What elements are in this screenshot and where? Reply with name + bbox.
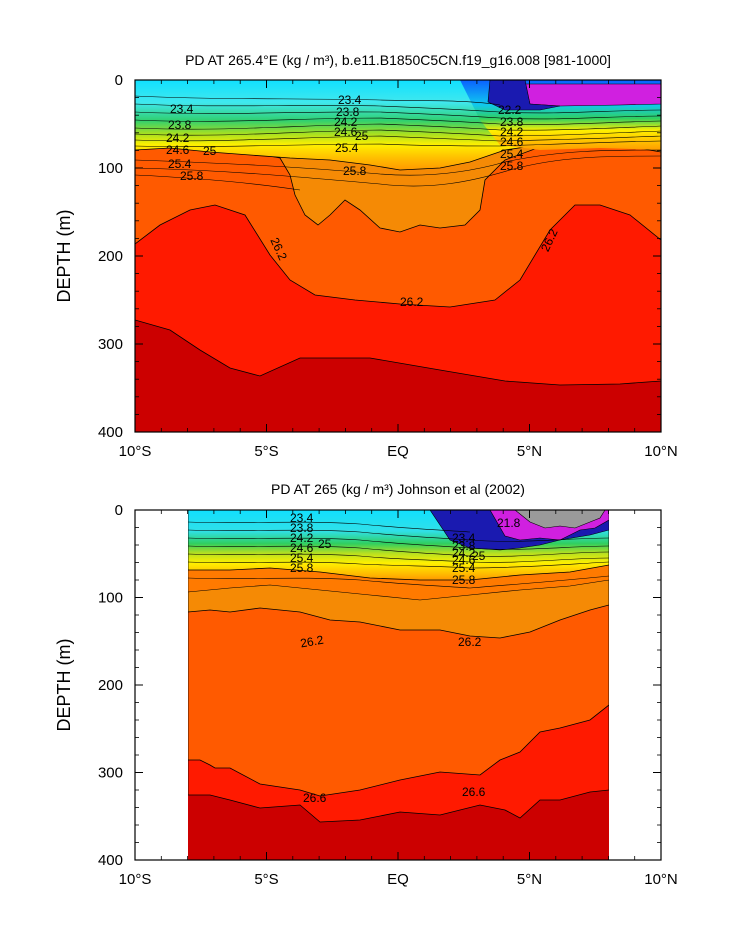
clabel: 24.2 [500, 125, 524, 139]
x-tick-label: 10°S [119, 443, 152, 460]
x-tick-label: 10°S [119, 871, 152, 888]
band-magenta [524, 83, 661, 107]
y-tick-label: 200 [98, 677, 123, 694]
clabel: 26.2 [458, 635, 482, 649]
x-tick-label: EQ [387, 871, 409, 888]
clabel: 24.6 [334, 125, 358, 139]
clabel: 24.6 [290, 541, 314, 555]
y-tick-label: 100 [98, 590, 123, 607]
clabel: 23.8 [290, 521, 314, 535]
chart-1-contour-labels: 23.4 23.8 24.2 24.6 25 25.4 25.8 26.2 22… [166, 93, 561, 309]
y-tick-label: 0 [115, 502, 123, 519]
clabel: 23.8 [500, 115, 524, 129]
x-tick-label: 5°N [517, 443, 542, 460]
clabel: 25 [355, 129, 369, 143]
y-tick-label: 300 [98, 765, 123, 782]
chart-1-axes: 10°S 5°S EQ 5°N 10°N 0 100 200 300 400 [98, 72, 678, 460]
clabel: 25.4 [452, 561, 476, 575]
chart-2-axes: 10°S 5°S EQ 5°N 10°N 0 100 200 300 400 [98, 502, 678, 888]
x-tick-label: 5°N [517, 871, 542, 888]
chart-1-title: PD AT 265.4°E (kg / m³), b.e11.B1850C5CN… [185, 52, 611, 68]
panel-1: PD AT 265.4°E (kg / m³), b.e11.B1850C5CN… [54, 52, 678, 460]
clabel: 26.6 [462, 785, 486, 799]
surface-contour-lines [135, 95, 661, 191]
chart-1-contour-field [135, 80, 661, 432]
clabel: 24.6 [452, 553, 476, 567]
clabel: 25.4 [290, 551, 314, 565]
y-tick-label: 400 [98, 852, 123, 869]
chart-2-title: PD AT 265 (kg / m³) Johnson et al (2002) [271, 481, 525, 497]
clabel: 25.4 [168, 157, 192, 171]
clabel: 25 [472, 549, 486, 563]
band-gray-p2 [514, 510, 606, 529]
x-tick-label: 5°S [254, 443, 278, 460]
clabel: 22.2 [498, 103, 522, 117]
clabel: 23.4 [290, 511, 314, 525]
clabel: 26.2 [299, 633, 325, 651]
clabel: 25.8 [500, 159, 524, 173]
y-tick-label: 0 [115, 72, 123, 89]
clabel: 23.8 [336, 105, 360, 119]
clabel: 24.2 [166, 131, 190, 145]
clabel: 25.8 [343, 164, 367, 178]
clabel: 25.8 [290, 561, 314, 575]
band-navy [487, 80, 561, 111]
clabel: 26.6 [303, 791, 327, 805]
y-tick-label: 300 [98, 336, 123, 353]
clabel: 23.8 [168, 118, 192, 132]
y-tick-label: 100 [98, 160, 123, 177]
clabel: 25.4 [500, 147, 524, 161]
clabel: 23.4 [170, 102, 194, 116]
clabel: 23.8 [452, 539, 476, 553]
clabel: 24.2 [290, 531, 314, 545]
chart-2-y-axis-label: DEPTH (m) [54, 639, 74, 732]
panel-2: PD AT 265 (kg / m³) Johnson et al (2002) [54, 481, 678, 888]
x-tick-label: 10°N [644, 443, 678, 460]
clabel: 25 [203, 144, 217, 158]
clabel: 25.8 [452, 573, 476, 587]
clabel: 23.4 [338, 93, 362, 107]
chart-1-y-axis-label: DEPTH (m) [54, 210, 74, 303]
chart-2-contour-field [188, 510, 609, 860]
y-tick-label: 200 [98, 248, 123, 265]
clabel: 24.6 [166, 143, 190, 157]
clabel: 25.8 [180, 169, 204, 183]
clabel: 25 [318, 537, 332, 551]
x-tick-label: EQ [387, 443, 409, 460]
x-tick-label: 10°N [644, 871, 678, 888]
clabel: 25.4 [335, 141, 359, 155]
y-tick-label: 400 [98, 424, 123, 441]
clabel: 26.2 [400, 295, 424, 309]
clabel: 24.2 [334, 115, 358, 129]
chart-2-contour-labels: 23.4 23.8 24.2 24.6 25 25.4 25.8 21.8 23… [290, 511, 521, 805]
clabel: 24.2 [452, 546, 476, 560]
surface-contour-lines-p2 [188, 521, 609, 589]
x-tick-label: 5°S [254, 871, 278, 888]
clabel: 24.6 [500, 135, 524, 149]
clabel: 21.8 [497, 516, 521, 530]
clabel: 23.4 [452, 531, 476, 545]
